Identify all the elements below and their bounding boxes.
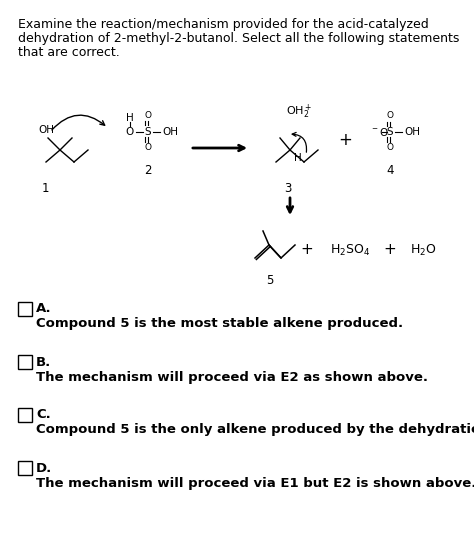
Text: +: + — [383, 243, 396, 258]
Text: H: H — [294, 153, 302, 163]
Text: H$_2$O: H$_2$O — [410, 243, 436, 258]
Text: 5: 5 — [266, 274, 273, 287]
Bar — [18, 408, 32, 422]
Text: O: O — [126, 127, 134, 137]
Text: $\mathregular{OH_2^+}$: $\mathregular{OH_2^+}$ — [286, 103, 312, 121]
FancyArrowPatch shape — [52, 115, 105, 130]
Text: 1: 1 — [41, 182, 49, 195]
Text: B.: B. — [36, 356, 51, 369]
Text: OH: OH — [38, 125, 54, 135]
Text: 2: 2 — [144, 164, 152, 177]
Text: S: S — [387, 127, 393, 137]
Text: Examine the reaction/mechanism provided for the acid-catalyzed: Examine the reaction/mechanism provided … — [18, 18, 429, 31]
Text: O: O — [386, 143, 393, 153]
Bar — [18, 461, 32, 475]
Text: OH: OH — [162, 127, 178, 137]
Text: 4: 4 — [386, 164, 394, 177]
Text: S: S — [145, 127, 151, 137]
Text: H: H — [126, 113, 134, 123]
Text: O: O — [145, 112, 152, 121]
Text: O: O — [386, 112, 393, 121]
Text: Compound 5 is the most stable alkene produced.: Compound 5 is the most stable alkene pro… — [36, 317, 403, 330]
Text: +: + — [301, 243, 313, 258]
Text: The mechanism will proceed via E1 but E2 is shown above.: The mechanism will proceed via E1 but E2… — [36, 476, 474, 489]
Text: The mechanism will proceed via E2 as shown above.: The mechanism will proceed via E2 as sho… — [36, 370, 428, 384]
Text: +: + — [338, 131, 352, 149]
Text: C.: C. — [36, 409, 51, 421]
Text: 3: 3 — [284, 182, 292, 195]
Text: $^-$O: $^-$O — [370, 126, 389, 138]
Text: that are correct.: that are correct. — [18, 46, 120, 59]
Text: Compound 5 is the only alkene produced by the dehydration.: Compound 5 is the only alkene produced b… — [36, 424, 474, 437]
Text: OH: OH — [404, 127, 420, 137]
Text: dehydration of 2-methyl-2-butanol. Select all the following statements: dehydration of 2-methyl-2-butanol. Selec… — [18, 32, 459, 45]
Text: D.: D. — [36, 461, 52, 474]
Text: A.: A. — [36, 302, 52, 315]
FancyArrowPatch shape — [292, 133, 307, 152]
Bar — [18, 355, 32, 369]
Bar — [18, 302, 32, 316]
Text: O: O — [145, 143, 152, 153]
Text: H$_2$SO$_4$: H$_2$SO$_4$ — [330, 243, 370, 258]
